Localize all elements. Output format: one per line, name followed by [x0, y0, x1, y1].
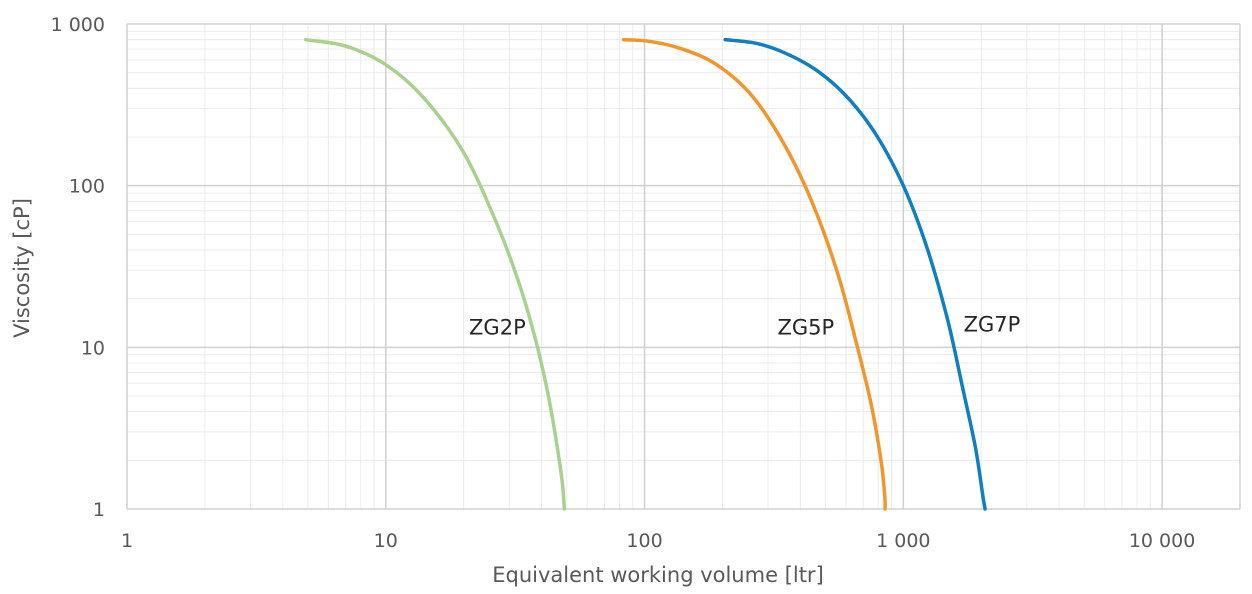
x-tick-label: 10 — [374, 530, 398, 552]
y-tick-label: 1 — [93, 499, 105, 521]
y-tick-label: 100 — [69, 176, 105, 198]
tick-layer: 1 10 100 1 000 10 000 1 10 100 1 000 — [51, 14, 1196, 552]
series-label-zg5p: ZG5P — [777, 316, 834, 340]
y-tick-label: 1 000 — [51, 14, 105, 36]
series-layer — [303, 37, 987, 511]
x-axis-title: Equivalent working volume [ltr] — [492, 563, 824, 587]
series-label-zg7p: ZG7P — [964, 313, 1021, 337]
series-label-zg2p: ZG2P — [469, 316, 526, 340]
grid-layer — [126, 23, 1241, 510]
y-tick-label: 10 — [81, 337, 105, 359]
x-tick-label: 1 — [121, 530, 133, 552]
series-line-zg2p — [303, 37, 567, 511]
x-tick-label: 100 — [626, 530, 662, 552]
series-line-zg5p — [621, 37, 887, 511]
y-axis-title: Viscosity [cP] — [10, 198, 34, 338]
series-line-zg7p — [723, 37, 987, 511]
x-tick-label: 1 000 — [876, 530, 930, 552]
x-tick-label: 10 000 — [1129, 530, 1195, 552]
label-layer: ZG2P ZG5P ZG7P — [469, 313, 1020, 340]
